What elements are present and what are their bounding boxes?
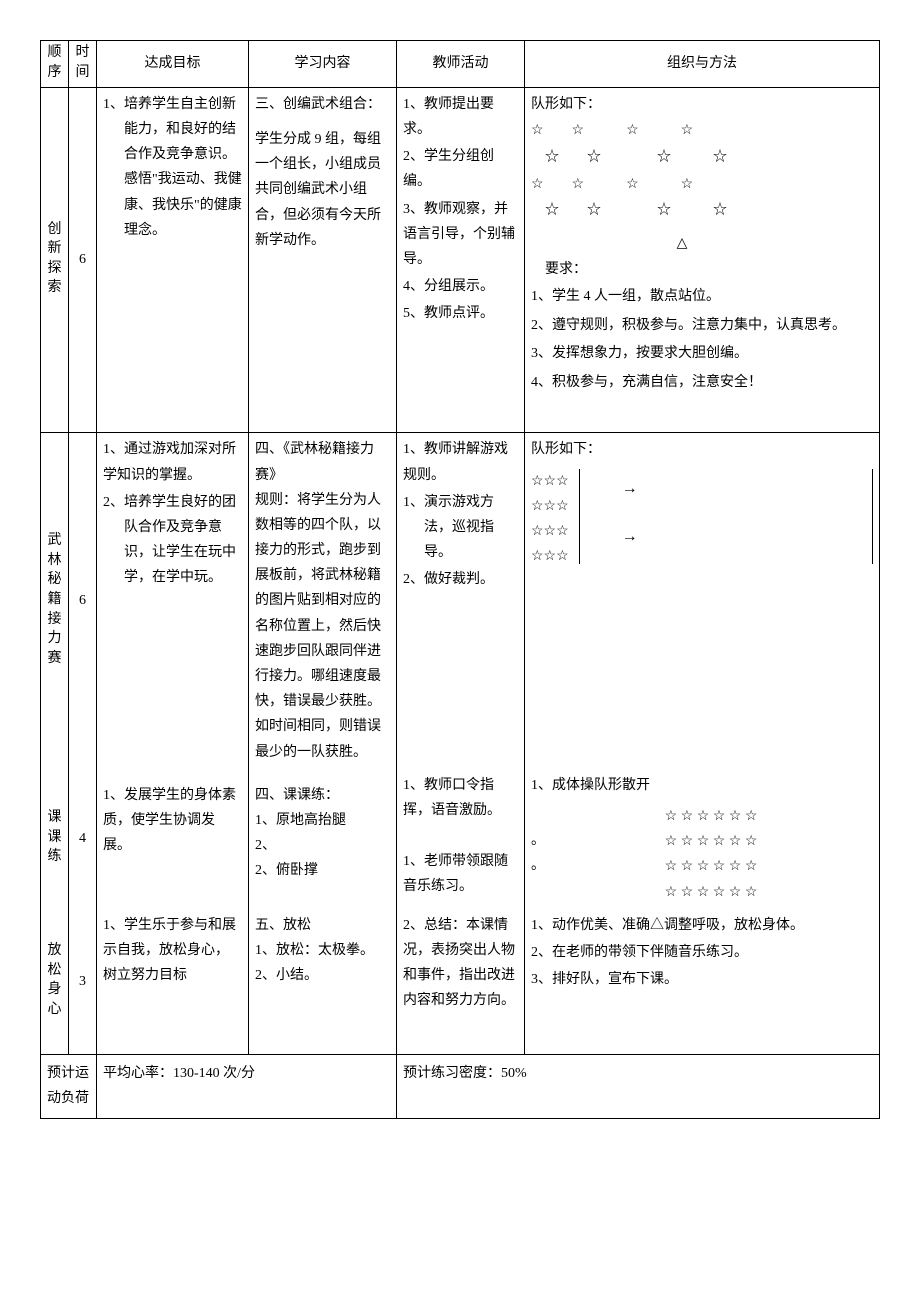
goal-cell: 1、学生乐于参与和展示自我，放松身心，树立努力目标 [97, 909, 249, 1055]
content-item: 1、放松：太极拳。 [255, 938, 390, 963]
method-cell: 1、动作优美、准确△调整呼吸，放松身体。 2、在老师的带领下伴随音乐练习。 3、… [525, 909, 880, 1055]
time-cell: 4 [69, 769, 97, 909]
divider-icon [579, 469, 580, 564]
col-teacher-header: 教师活动 [397, 41, 525, 88]
content-item: 2、俯卧撑 [255, 858, 390, 883]
teacher-item: 1、教师口令指挥，语音激励。 [403, 773, 518, 823]
col-seq-header: 顺序 [41, 41, 69, 88]
teacher-item: 2、学生分组创编。 [403, 144, 518, 194]
heart-rate-cell: 平均心率：130-140 次/分 [97, 1055, 397, 1118]
teacher-item: 1、教师讲解游戏规则。 [403, 437, 518, 487]
content-body: 学生分成 9 组，每组一个组长，小组成员共同创编武术小组合，但必须有今天所新学动… [255, 127, 390, 253]
col-content-header: 学习内容 [249, 41, 397, 88]
star-grid-row: ☆ ☆ ☆ ☆ ☆ ☆ [549, 804, 873, 829]
content-cell: 四、《武林秘籍接力赛》 规则：将学生分为人数相等的四个队，以接力的形式，跑步到展… [249, 433, 397, 769]
star-grid-row: ☆ ☆ ☆ ☆ ☆ ☆ [549, 880, 873, 905]
content-cell: 五、放松 1、放松：太极拳。 2、小结。 [249, 909, 397, 1055]
table-row: 课课练 4 1、发展学生的身体素质，使学生协调发展。 四、课课练： 1、原地高抬… [41, 769, 880, 909]
col-goal-header: 达成目标 [97, 41, 249, 88]
teacher-item: 2、做好裁判。 [403, 567, 518, 592]
teacher-item: 4、分组展示。 [403, 274, 518, 299]
method-cell: 1、成体操队形散开 。 。 ☆ ☆ ☆ ☆ ☆ ☆ ☆ ☆ ☆ ☆ ☆ ☆ ☆ … [525, 769, 880, 909]
content-item: 2、小结。 [255, 963, 390, 988]
teacher-item: 1、教师提出要求。 [403, 92, 518, 142]
time-cell: 6 [69, 433, 97, 769]
content-cell: 三、创编武术组合： 学生分成 9 组，每组一个组长，小组成员共同创编武术小组合，… [249, 87, 397, 433]
method-item: 2、在老师的带领下伴随音乐练习。 [531, 940, 873, 965]
content-title: 四、课课练： [255, 783, 390, 808]
arrow-icon: → [590, 523, 862, 552]
method-item: 1、学生 4 人一组，散点站位。 [531, 284, 873, 311]
method-cell: 队形如下： ☆ ☆ ☆ ☆ ☆ ☆ ☆ ☆ ☆ ☆ ☆ ☆ ☆ ☆ ☆ ☆ △ … [525, 87, 880, 433]
method-header: 1、成体操队形散开 [531, 773, 873, 798]
method-item: 3、发挥想象力，按要求大胆创编。 [531, 341, 873, 368]
table-row: 创新探索 6 1、培养学生自主创新能力，和良好的结合作及竞争意识。感悟"我运动、… [41, 87, 880, 433]
relay-column: ☆☆☆ ☆☆☆ ☆☆☆ ☆☆☆ [531, 469, 569, 570]
col-method-header: 组织与方法 [525, 41, 880, 88]
teacher-cell: 2、总结：本课情况，表扬突出人物和事件，指出改进内容和努力方向。 [397, 909, 525, 1055]
teacher-item: 3、教师观察，并语言引导，个别辅导。 [403, 197, 518, 273]
time-cell: 6 [69, 87, 97, 433]
relay-row: ☆☆☆ [531, 494, 569, 519]
load-label-cell: 预计运动负荷 [41, 1055, 97, 1118]
method-item: 1、动作优美、准确△调整呼吸，放松身体。 [531, 913, 873, 938]
teacher-item: 1、老师带领跟随音乐练习。 [403, 849, 518, 899]
teacher-cell: 1、教师讲解游戏规则。 1、演示游戏方法，巡视指导。 2、做好裁判。 [397, 433, 525, 769]
relay-row: ☆☆☆ [531, 544, 569, 569]
method-cell: 队形如下： ☆☆☆ ☆☆☆ ☆☆☆ ☆☆☆ → → [525, 433, 880, 769]
goal-cell: 1、通过游戏加深对所学知识的掌握。 2、培养学生良好的团队合作及竞争意识，让学生… [97, 433, 249, 769]
teacher-cell: 1、教师口令指挥，语音激励。 1、老师带领跟随音乐练习。 [397, 769, 525, 909]
goal-item: 1、通过游戏加深对所学知识的掌握。 [103, 437, 242, 487]
method-item: 4、积极参与，充满自信，注意安全！ [531, 370, 873, 397]
teacher-cell: 1、教师提出要求。 2、学生分组创编。 3、教师观察，并语言引导，个别辅导。 4… [397, 87, 525, 433]
teacher-item: 2、总结：本课情况，表扬突出人物和事件，指出改进内容和努力方向。 [403, 913, 518, 1014]
summary-row: 预计运动负荷 平均心率：130-140 次/分 预计练习密度：50% [41, 1055, 880, 1118]
goal-item: 1、培养学生自主创新能力，和良好的结合作及竞争意识。感悟"我运动、我健康、我快乐… [103, 92, 242, 243]
teacher-item: 5、教师点评。 [403, 301, 518, 326]
content-item: 2、 [255, 833, 390, 858]
goal-item: 1、发展学生的身体素质，使学生协调发展。 [103, 783, 242, 859]
goal-item: 2、培养学生良好的团队合作及竞争意识，让学生在玩中学，在学中玩。 [103, 490, 242, 591]
method-item: 2、遵守规则，积极参与。注意力集中，认真思考。 [531, 313, 873, 340]
marker: 。 [531, 853, 549, 878]
lesson-plan-table: 顺序 时间 达成目标 学习内容 教师活动 组织与方法 创新探索 6 1、培养学生… [40, 40, 880, 1119]
time-cell: 3 [69, 909, 97, 1055]
seq-cell: 创新探索 [41, 87, 69, 433]
arrow-block: → → [590, 469, 862, 553]
density-cell: 预计练习密度：50% [397, 1055, 880, 1118]
method-item: 3、排好队，宣布下课。 [531, 967, 873, 992]
content-title: 五、放松 [255, 913, 390, 938]
goal-item: 1、学生乐于参与和展示自我，放松身心，树立努力目标 [103, 913, 242, 989]
content-title: 四、《武林秘籍接力赛》 [255, 437, 390, 487]
goal-cell: 1、发展学生的身体素质，使学生协调发展。 [97, 769, 249, 909]
goal-cell: 1、培养学生自主创新能力，和良好的结合作及竞争意识。感悟"我运动、我健康、我快乐… [97, 87, 249, 433]
formation-row: ☆ ☆ ☆ ☆ [531, 118, 873, 145]
formation-label: 队形如下： [531, 92, 873, 119]
content-title: 三、创编武术组合： [255, 92, 390, 117]
relay-row: ☆☆☆ [531, 469, 569, 494]
content-item: 1、原地高抬腿 [255, 808, 390, 833]
header-row: 顺序 时间 达成目标 学习内容 教师活动 组织与方法 [41, 41, 880, 88]
formation-row: ☆ ☆ ☆ ☆ [531, 198, 873, 225]
arrow-icon: → [590, 475, 862, 504]
marker: 。 [531, 828, 549, 853]
table-row: 武林秘籍接力赛 6 1、通过游戏加深对所学知识的掌握。 2、培养学生良好的团队合… [41, 433, 880, 769]
req-label: 要求： [531, 257, 873, 284]
triangle-icon: △ [531, 231, 873, 258]
divider-icon [872, 469, 873, 564]
formation-row: ☆ ☆ ☆ ☆ [531, 172, 873, 199]
teacher-item: 1、演示游戏方法，巡视指导。 [403, 490, 518, 566]
formation-label: 队形如下： [531, 437, 873, 462]
relay-row: ☆☆☆ [531, 519, 569, 544]
content-cell: 四、课课练： 1、原地高抬腿 2、 2、俯卧撑 [249, 769, 397, 909]
formation-row: ☆ ☆ ☆ ☆ [531, 145, 873, 172]
seq-cell: 课课练 [41, 769, 69, 909]
col-time-header: 时间 [69, 41, 97, 88]
star-grid-row: ☆ ☆ ☆ ☆ ☆ ☆ [549, 854, 873, 879]
seq-cell: 放松身心 [41, 909, 69, 1055]
content-body: 规则：将学生分为人数相等的四个队，以接力的形式，跑步到展板前，将武林秘籍的图片贴… [255, 488, 390, 765]
star-grid-row: ☆ ☆ ☆ ☆ ☆ ☆ [549, 829, 873, 854]
table-row: 放松身心 3 1、学生乐于参与和展示自我，放松身心，树立努力目标 五、放松 1、… [41, 909, 880, 1055]
seq-cell: 武林秘籍接力赛 [41, 433, 69, 769]
